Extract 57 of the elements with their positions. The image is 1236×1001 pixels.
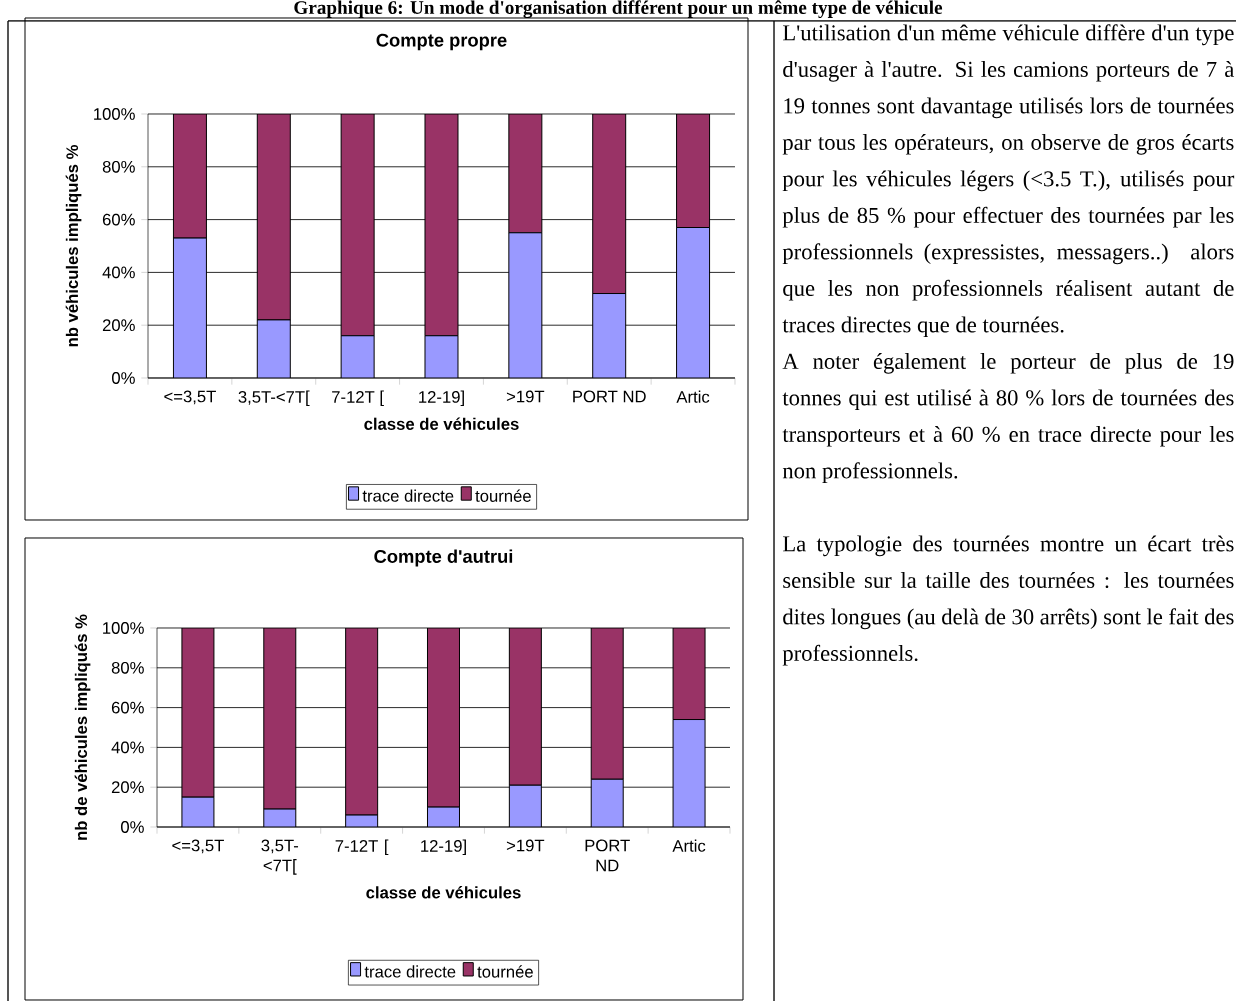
x-axis-title: classe de véhicules (366, 886, 521, 899)
y-tick-label: 80% (111, 661, 144, 674)
chart-title: Compte d'autrui (374, 549, 513, 567)
text: Graphique 6: Un mode d'organisation différent pour un même type de véhicule (294, 0, 943, 19)
x-tick-label: <=3,5T (172, 839, 224, 854)
y-tick-label: 20% (111, 781, 144, 794)
y-tick-label: 40% (111, 741, 144, 754)
x-tick-label: Artic (676, 390, 710, 403)
x-tick-label: >19T (506, 390, 545, 403)
y-axis-title: nb véhicules impliqués % (65, 145, 82, 347)
bar (424, 114, 459, 337)
bar (256, 114, 291, 321)
y-tick-label: 100% (94, 108, 135, 120)
bar (172, 114, 207, 239)
y-tick-label: 80% (102, 160, 135, 173)
y-tick-label: 60% (102, 213, 135, 226)
x-tick-label: PORT ND (585, 839, 630, 872)
x-tick-label: Artic (672, 839, 706, 852)
bar (672, 719, 706, 827)
bar (590, 778, 624, 827)
legend-label: tournée (475, 489, 531, 502)
bar (172, 237, 207, 378)
legend-label: tournée (477, 965, 533, 978)
bar (676, 114, 711, 229)
text: L'utilisation d'un même véhicule diffère d'un type d'usager à l'autre. Si les camions porteurs de 7 à 19 tonnes sont davantage utilisés lors de tournées par tous les opérateurs, on observe de gros écarts pour les véhicules légers (<3.5 T.), utilisés pour plus de 85 % pour effectuer des tournées par les professionnels (expressistes, messagers..) alors que les non professionnels réalisent autant de traces directes que de tournées. (782, 24, 1235, 338)
bar (340, 335, 375, 378)
bar (592, 114, 627, 295)
text: La typologie des tournées montre un écart très sensible sur la taille des tournées : les tournées dites longues (au delà de 30 arrêts) sont le fait des professionnels. (782, 535, 1234, 666)
x-tick-label: 12-19] (421, 839, 466, 856)
x-tick-label: 3,5T-<7T[ (238, 390, 310, 407)
bar (508, 114, 543, 234)
bar (592, 293, 627, 378)
legend-label: trace directe (364, 965, 456, 978)
x-tick-label: >19T (506, 839, 545, 852)
x-tick-label: <=3,5T (164, 390, 216, 405)
y-tick-label: 0% (121, 821, 144, 833)
chart-title: Compte propre (376, 33, 507, 51)
y-tick-label: 40% (102, 266, 135, 279)
x-tick-label: PORT ND (573, 390, 646, 403)
x-tick-label: 12-19] (419, 390, 464, 407)
text: A noter également le porteur de plus de 19 tonnes qui est utilisé à 80 % lors de tournées des transporteurs et à 60 % en trace directe pour les non professionnels. (782, 353, 1234, 484)
x-axis-title: classe de véhicules (364, 417, 519, 430)
bar (256, 319, 291, 378)
y-tick-label: 20% (102, 319, 135, 332)
bar (424, 335, 459, 378)
bar (340, 114, 375, 337)
y-tick-label: 100% (103, 622, 144, 634)
bar (508, 784, 542, 827)
y-tick-label: 60% (111, 701, 144, 714)
bar (508, 232, 543, 378)
y-tick-label: 0% (112, 372, 135, 384)
legend-label: trace directe (362, 489, 454, 502)
bar (676, 227, 711, 378)
x-tick-label: 7-12T [ (332, 390, 384, 407)
y-axis-title: nb de véhicules impliqués % (74, 614, 91, 840)
x-tick-label: 7-12T [ (335, 839, 389, 856)
x-tick-label: 3,5T-<7T[ (261, 839, 299, 875)
